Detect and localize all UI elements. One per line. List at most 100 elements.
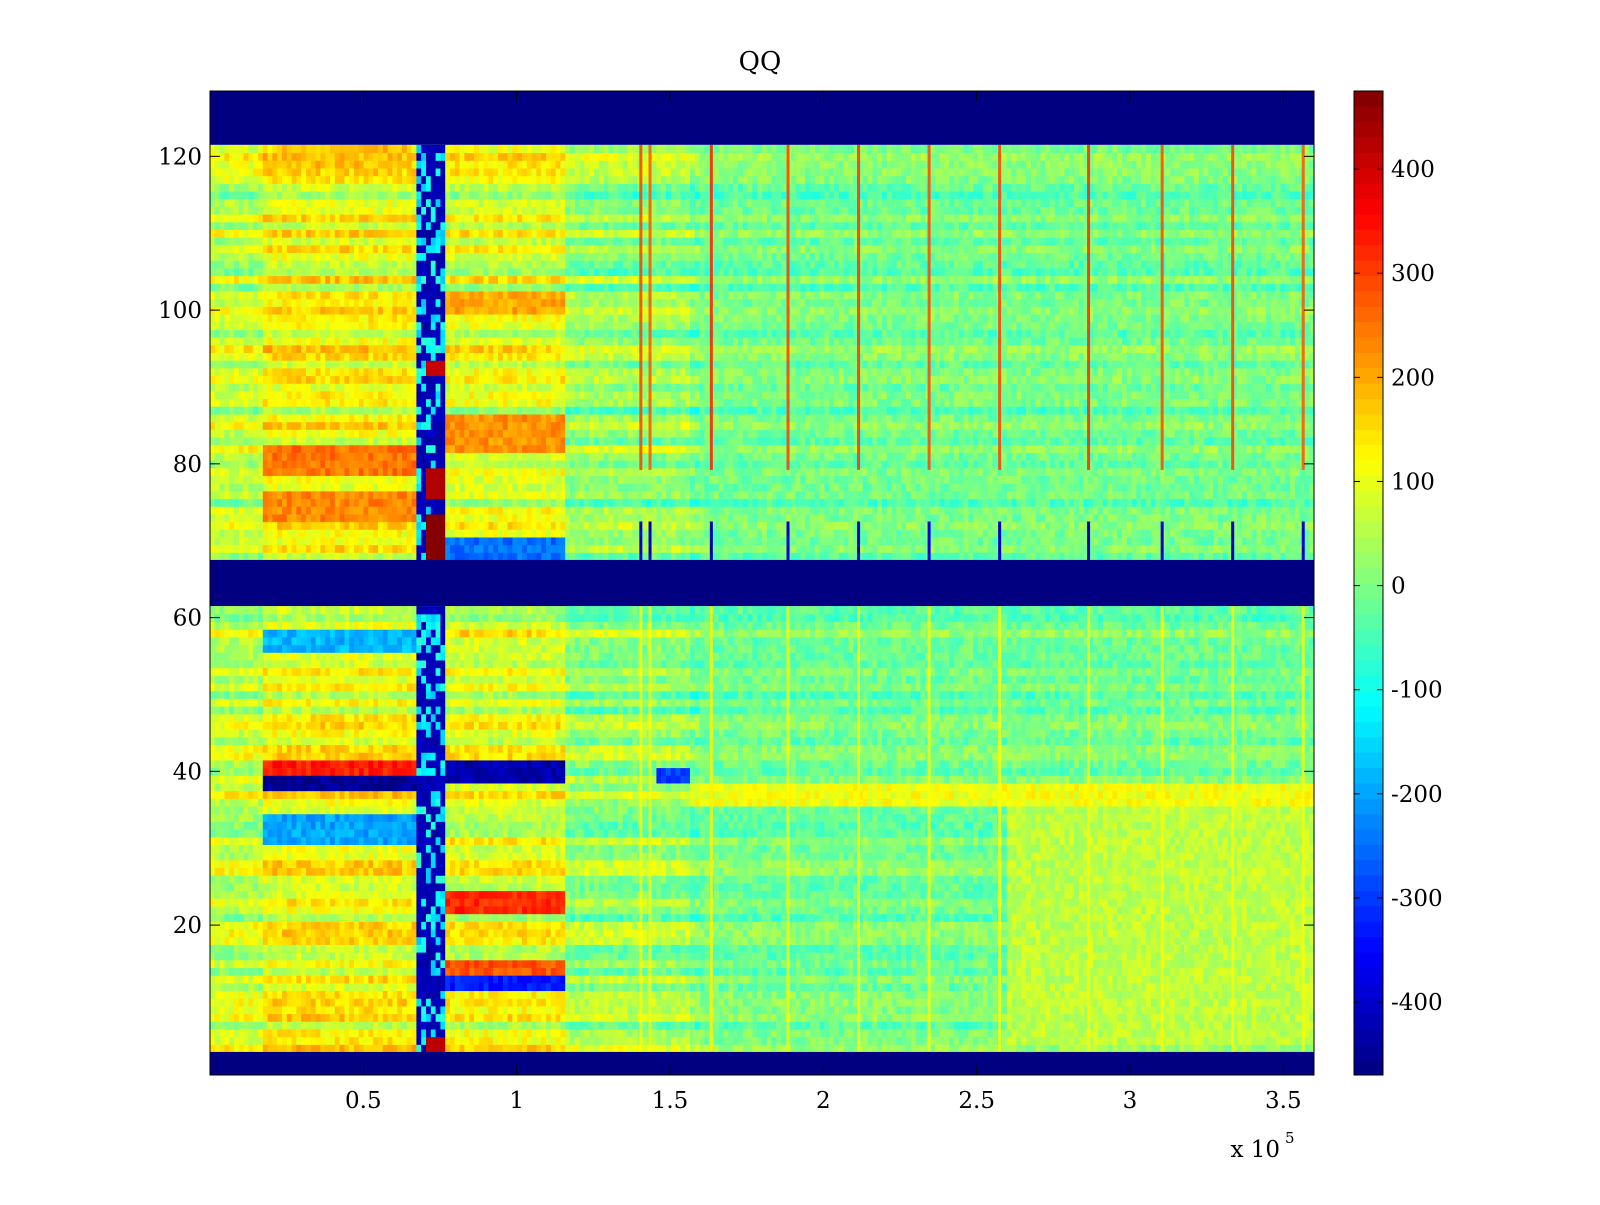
heatmap-cell [935,1044,940,1052]
heatmap-cell [839,1029,844,1037]
heatmap-cell [220,1029,225,1037]
heatmap-cell [258,1037,263,1045]
heatmap-cell [493,1014,498,1022]
heatmap-cell [436,1014,441,1022]
heatmap-cell [1016,1029,1021,1037]
heatmap-cell [695,1029,700,1037]
heatmap-cell [407,1021,412,1029]
heatmap-cell [877,1006,882,1014]
heatmap-cell [872,1006,877,1014]
heatmap-cell [388,998,393,1006]
heatmap-cell [1136,998,1141,1006]
heatmap-cell [368,1021,373,1029]
heatmap-cell [392,1021,397,1029]
heatmap-cell [1223,1021,1228,1029]
heatmap-cell [359,1014,364,1022]
heatmap-cell [436,1021,441,1029]
heatmap-cell [551,1006,556,1014]
heatmap-cell [532,1044,537,1052]
heatmap-cell [1189,1037,1194,1045]
heatmap-cell [623,1029,628,1037]
heatmap-cell [810,1006,815,1014]
heatmap-cell [916,1044,921,1052]
heatmap-cell [412,1021,417,1029]
heatmap-cell [1252,1021,1257,1029]
heatmap-cell [479,1006,484,1014]
heatmap-cell [983,998,988,1006]
heatmap-cell [700,1014,705,1022]
heatmap-cell [964,1021,969,1029]
heatmap-cell [436,1044,441,1052]
heatmap-cell [248,1037,253,1045]
heatmap-cell [364,1029,369,1037]
heatmap-cell [1199,1029,1204,1037]
heatmap-cell [896,998,901,1006]
heatmap-cell [604,1014,609,1022]
heatmap-cell [1252,1037,1257,1045]
heatmap-cell [282,1006,287,1014]
heatmap-cell [1069,1029,1074,1037]
heatmap-cell [1108,1044,1113,1052]
heatmap-cell [1069,1014,1074,1022]
heatmap-cell [354,1037,359,1045]
heatmap-cell [560,1006,565,1014]
heatmap-cell [1208,1021,1213,1029]
heatmap-cell [719,1037,724,1045]
heatmap-cell [613,1044,618,1052]
heatmap-cell [652,1014,657,1022]
heatmap-cell [421,1006,426,1014]
heatmap-cell [1112,1044,1117,1052]
heatmap-cell [613,1037,618,1045]
heatmap-cell [757,1037,762,1045]
heatmap-cell [1180,1014,1185,1022]
heatmap-cell [1021,1006,1026,1014]
heatmap-cell [460,1044,465,1052]
heatmap-cell [959,1006,964,1014]
heatmap-cell [1127,1044,1132,1052]
heatmap-cell [383,1014,388,1022]
heatmap-cell [1064,998,1069,1006]
heatmap-cell [973,1037,978,1045]
heatmap-cell [215,1014,220,1022]
heatmap-cell [335,998,340,1006]
heatmap-cell [1223,1014,1228,1022]
heatmap-cell [229,1044,234,1052]
heatmap-cell [781,1021,786,1029]
heatmap-cell [589,998,594,1006]
heatmap-cell [1074,1014,1079,1022]
heatmap-cell [964,1044,969,1052]
heatmap-cell [877,1014,882,1022]
heatmap-cell [1295,1014,1300,1022]
heatmap-cell [1079,1044,1084,1052]
heatmap-cell [316,998,321,1006]
heatmap-cell [244,1029,249,1037]
heatmap-cell [1295,1029,1300,1037]
heatmap-cell [277,1029,282,1037]
heatmap-cell [733,1006,738,1014]
heatmap-cell [1002,1021,1007,1029]
heatmap-cell [392,1006,397,1014]
heatmap-cell [810,1021,815,1029]
heatmap-cell [546,1021,551,1029]
heatmap-cell [392,998,397,1006]
heatmap-cell [1060,1037,1065,1045]
heatmap-cell [1064,1029,1069,1037]
heatmap-cell [560,998,565,1006]
heatmap-cell [1036,1044,1041,1052]
heatmap-cell [1132,998,1137,1006]
heatmap-cell [364,1044,369,1052]
heatmap-cell [344,998,349,1006]
heatmap-cell [1180,1037,1185,1045]
heatmap-cell [695,998,700,1006]
heatmap-cell [632,1021,637,1029]
heatmap-cell [1290,1006,1295,1014]
heatmap-cell [498,1014,503,1022]
heatmap-cell [978,1006,983,1014]
heatmap-cell [412,1006,417,1014]
heatmap-cell [762,1014,767,1022]
heatmap-cell [685,1044,690,1052]
heatmap-cell [685,1029,690,1037]
heatmap-cell [868,1029,873,1037]
heatmap-cell [949,1037,954,1045]
heatmap-cell [565,998,570,1006]
